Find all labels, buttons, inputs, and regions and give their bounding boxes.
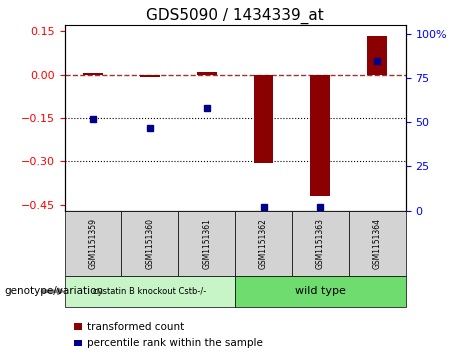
Bar: [367, 36, 387, 74]
Text: GSM1151360: GSM1151360: [145, 218, 154, 269]
Title: GDS5090 / 1434339_at: GDS5090 / 1434339_at: [146, 8, 324, 24]
Text: GSM1151363: GSM1151363: [316, 218, 325, 269]
Text: GSM1151364: GSM1151364: [373, 218, 382, 269]
Text: genotype/variation: genotype/variation: [5, 286, 104, 296]
Text: GSM1151361: GSM1151361: [202, 218, 211, 269]
Text: GSM1151359: GSM1151359: [89, 218, 97, 269]
Bar: [197, 72, 217, 74]
Text: percentile rank within the sample: percentile rank within the sample: [87, 338, 263, 348]
Bar: [254, 74, 273, 163]
Bar: [83, 73, 103, 74]
Text: GSM1151362: GSM1151362: [259, 218, 268, 269]
Bar: [140, 74, 160, 77]
Text: wild type: wild type: [295, 286, 346, 296]
Text: cystatin B knockout Cstb-/-: cystatin B knockout Cstb-/-: [93, 287, 207, 296]
Bar: [310, 74, 331, 196]
Text: transformed count: transformed count: [87, 322, 184, 332]
